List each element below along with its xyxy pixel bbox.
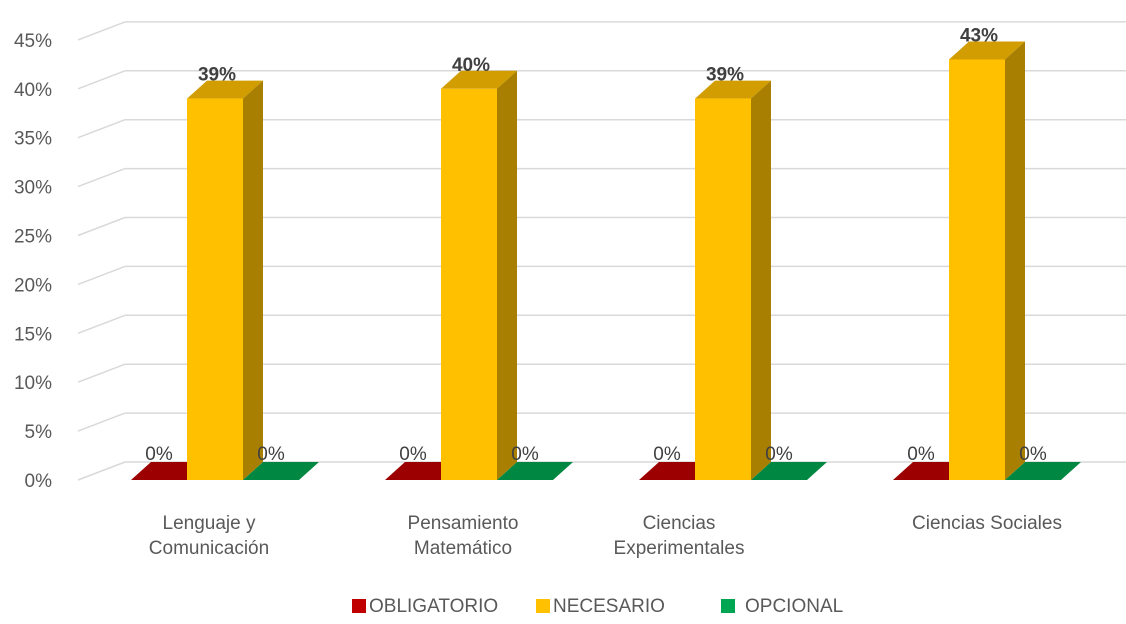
gridline-wall (77, 363, 126, 383)
gridline-wall (77, 21, 126, 41)
bar-side-face (243, 80, 263, 480)
data-label: 39% (706, 65, 744, 86)
bar-necesario-3 (949, 41, 1025, 481)
bar-top-face (751, 462, 827, 480)
legend: OBLIGATORIO NECESARIO OPCIONAL (352, 596, 843, 617)
y-tick-label: 45% (14, 31, 52, 52)
data-label: 0% (765, 444, 793, 465)
data-label: 0% (1019, 444, 1047, 465)
bar-side-face (751, 80, 771, 480)
legend-label: OBLIGATORIO (369, 596, 498, 617)
category-label-line: Lenguaje y (163, 513, 256, 534)
category-label-line: Pensamiento (408, 513, 519, 534)
bar-front-face (949, 59, 1005, 481)
y-tick-label: 25% (14, 227, 52, 248)
gridline-wall (77, 461, 126, 481)
legend-label: NECESARIO (553, 596, 665, 617)
bar-side-face (497, 70, 517, 481)
bar-front-face (187, 98, 243, 480)
bar-opcional-0 (243, 462, 319, 480)
bar-top-face (187, 80, 263, 99)
y-tick-label: 10% (14, 373, 52, 394)
category-label: Ciencias Sociales (912, 513, 1062, 534)
gridline-wall (77, 70, 126, 90)
category-labels: Lenguaje y Comunicación Pensamiento Matemát… (149, 513, 1062, 559)
gridline-wall (77, 265, 126, 286)
y-tick-label: 40% (14, 80, 52, 101)
bar-top-face (497, 462, 573, 480)
category-label-line: Experimentales (614, 538, 745, 559)
gridline-wall (77, 167, 126, 188)
gridline-wall (77, 412, 126, 432)
bar-front-face (441, 88, 497, 481)
bar-top-face (695, 80, 771, 99)
data-label: 0% (907, 444, 935, 465)
bar-side-face (1005, 41, 1025, 481)
gridline-wall (77, 118, 126, 139)
legend-item-opcional: OPCIONAL (721, 596, 843, 617)
legend-item-obligatorio: OBLIGATORIO (352, 596, 498, 617)
data-label: 43% (960, 25, 998, 46)
bar-necesario-0 (187, 80, 263, 480)
y-tick-label: 0% (25, 471, 53, 492)
gridline-wall (77, 314, 126, 335)
data-label: 40% (452, 55, 490, 76)
legend-swatch (536, 599, 550, 613)
bar-necesario-1 (441, 70, 517, 481)
bar-opcional-2 (751, 462, 827, 480)
data-label: 0% (653, 444, 681, 465)
data-label: 0% (511, 444, 539, 465)
data-label: 39% (198, 65, 236, 86)
y-tick-label: 20% (14, 275, 52, 296)
y-axis-ticks: 0% 5% 10% 15% 20% 25% 30% 35% 40% 45% (14, 31, 52, 492)
legend-swatch (721, 599, 735, 613)
category-label: Lenguaje y Comunicación (149, 513, 269, 559)
data-label: 0% (145, 444, 173, 465)
y-tick-label: 30% (14, 178, 52, 199)
category-label-line: Comunicación (149, 538, 269, 559)
legend-swatch (352, 599, 366, 613)
legend-item-necesario: NECESARIO (536, 596, 665, 617)
data-label: 0% (399, 444, 427, 465)
gridline-wall (77, 216, 126, 237)
y-tick-label: 15% (14, 324, 52, 345)
category-label: Pensamiento Matemático (408, 513, 519, 559)
bars (131, 41, 1081, 481)
data-labels: 0% 39% 0% 0% 40% 0% 0% 39% 0% 0% 43% 0% (145, 25, 1047, 465)
bar-front-face (695, 98, 751, 480)
bar-top-face (243, 462, 319, 480)
category-label-line: Ciencias Sociales (912, 513, 1062, 534)
bar-top-face (441, 70, 517, 89)
category-label: Ciencias Experimentales (614, 513, 745, 559)
bar-necesario-2 (695, 80, 771, 480)
bar-top-face (949, 41, 1025, 60)
bar-opcional-1 (497, 462, 573, 480)
y-tick-label: 5% (25, 422, 53, 443)
category-label-line: Matemático (414, 538, 512, 559)
y-tick-label: 35% (14, 129, 52, 150)
legend-label: OPCIONAL (745, 596, 843, 617)
category-label-line: Ciencias (643, 513, 716, 534)
bar-opcional-3 (1005, 462, 1081, 480)
bar-top-face (1005, 462, 1081, 480)
data-label: 0% (257, 444, 285, 465)
